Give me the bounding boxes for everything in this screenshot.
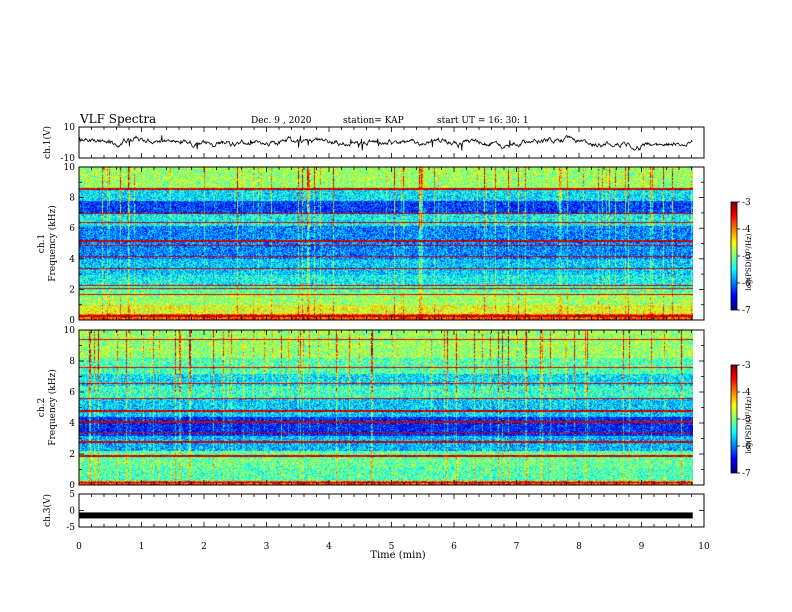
y-tick-label: 0 — [69, 481, 75, 491]
x-tick-label: 2 — [201, 542, 207, 552]
start-time-label: start UT = 16: 30: 1 — [437, 116, 529, 126]
spectrogram-images — [79, 167, 693, 485]
ch3-waveform-trace — [79, 512, 693, 519]
y-tick-label: -5 — [66, 523, 75, 533]
x-tick-label: 6 — [451, 542, 457, 552]
colorbar-tick-label: -5 — [742, 415, 751, 425]
x-tick-label: 5 — [389, 542, 395, 552]
colorbar-ch2 — [731, 365, 737, 473]
y-tick-label: 5 — [69, 490, 75, 500]
station-label: station= KAP — [343, 116, 404, 126]
waveform-traces — [78, 134, 693, 519]
y-tick-label: 0 — [69, 316, 75, 326]
colorbar-tick-label: -4 — [742, 388, 751, 398]
colorbars: -3 -4 -5 -6 -7 log(PSD)(V²/Hz) -3 -4 -5 -6 -7 log(P… — [730, 198, 753, 479]
x-tick-label: 7 — [514, 542, 520, 552]
colorbar-tick-label: -3 — [742, 361, 751, 371]
axis-ticks — [78, 126, 705, 528]
y-tick-label: 0 — [69, 507, 75, 517]
y-tick-label: 10 — [64, 163, 76, 173]
x-tick-label: 0 — [76, 542, 82, 552]
colorbar-tick-label: -7 — [742, 469, 751, 479]
colorbar-label: log(PSD)(V²/Hz) — [745, 396, 753, 453]
colorbar-tick-label: -6 — [742, 279, 751, 289]
colorbar-tick-label: -3 — [742, 198, 751, 208]
spectrogram-ch2 — [79, 330, 693, 485]
figure-title: VLF Spectra — [79, 112, 156, 126]
y-axis-label: ch.1 — [37, 234, 47, 253]
colorbar-label: log(PSD)(V²/Hz) — [745, 233, 753, 290]
y-tick-label: -10 — [61, 154, 76, 164]
y-axis-label: Frequency (kHz) — [47, 369, 58, 446]
y-tick-label: 6 — [69, 224, 75, 234]
x-tick-label: 4 — [326, 542, 332, 552]
y-axis-label: Frequency (kHz) — [47, 205, 58, 282]
y-tick-label: 6 — [69, 388, 75, 398]
y-tick-label: 4 — [69, 419, 75, 429]
y-tick-label: 2 — [69, 285, 75, 295]
x-tick-label: 8 — [576, 542, 582, 552]
colorbar-tick-label: -7 — [742, 306, 751, 316]
x-tick-label: 10 — [698, 542, 710, 552]
x-tick-label: 1 — [139, 542, 145, 552]
spectrogram-ch1 — [79, 167, 693, 320]
y-tick-label: 2 — [69, 450, 75, 460]
y-tick-label: 4 — [69, 255, 75, 265]
x-axis-label: Time (min) — [370, 550, 425, 561]
colorbar-tick-label: -6 — [742, 442, 751, 452]
y-axis-label: ch.2 — [37, 398, 47, 417]
colorbar-tick-label: -4 — [742, 225, 751, 235]
y-tick-label: 8 — [69, 357, 75, 367]
y-axis-label: ch.1(V) — [42, 126, 53, 159]
ch1-waveform-trace — [78, 134, 693, 151]
y-tick-label: 8 — [69, 194, 75, 204]
colorbar-tick-label: -5 — [742, 252, 751, 262]
colorbar-ch1 — [731, 202, 737, 310]
x-tick-label: 9 — [639, 542, 645, 552]
y-tick-label: 10 — [64, 123, 76, 133]
y-axis-label: ch.3(V) — [42, 494, 53, 527]
y-tick-label: 10 — [64, 326, 76, 336]
x-tick-label: 3 — [264, 542, 270, 552]
date-label: Dec. 9 , 2020 — [251, 116, 312, 126]
